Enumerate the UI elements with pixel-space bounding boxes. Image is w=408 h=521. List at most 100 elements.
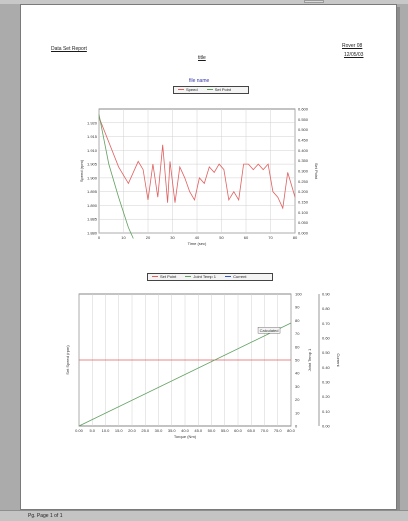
chart1-x-axis-label: Time (sec): [188, 241, 207, 246]
chart1-y-axis-label: Speed (rpm): [79, 159, 84, 182]
chart2-plot: 0.00 5.0 10.0 15.0 20.0 25.0 30.0 35.0 40.0 45.0 5…: [65, 292, 341, 440]
chart1-y-tick-label: 1.885: [87, 217, 98, 222]
chart1-plot: 0 10 20 30 40 50 60 70 80 1.880 1.885 1.890 1.895 1.9…: [79, 107, 319, 247]
report-right-value: 12/05/03: [344, 52, 364, 58]
chart1-y-tick-label: 1.920: [87, 120, 98, 125]
chart2-y3-tick-label: 0.70: [322, 321, 331, 326]
chart1-y-tick-label: 1.890: [87, 203, 98, 208]
chart1-title: file name: [189, 78, 210, 84]
chart2-x-tick-label: 45.0: [194, 428, 203, 433]
report-subtitle: title: [198, 55, 206, 61]
chart2-x-tick-label: 60.0: [234, 428, 243, 433]
chart2-y2-tick-label: 70: [295, 331, 300, 336]
chart2-y3-axis-label: Current: [336, 353, 341, 367]
chart2-y3-tick-label: 0.50: [322, 350, 331, 355]
chart2-x-tick-label: 55.0: [221, 428, 230, 433]
status-bar: Pg. Page 1 of 1: [0, 510, 408, 521]
chart1-y2-tick-label: 0.450: [298, 138, 309, 143]
chart2-x-tick-label: 15.0: [115, 428, 124, 433]
chart2-x-tick-label: 80.0: [287, 428, 296, 433]
chart2-x-tick-label: 30.0: [155, 428, 164, 433]
chart1-x-tick-label: 60: [244, 235, 249, 240]
report-title: Data Set Report: [51, 46, 87, 52]
chart2-x-tick-label: 20.0: [128, 428, 137, 433]
legend-item-set-point: Set Point: [148, 274, 180, 280]
legend-item-current: Current: [221, 274, 250, 280]
chart2-y3-tick-label: 0.80: [322, 306, 331, 311]
chart1-series-line-speed: [98, 117, 296, 210]
chart2-series-line-joint-temp: [78, 322, 292, 427]
chart2-y2-tick-label: 60: [295, 344, 300, 349]
chart2-legend: Set Point Joint Temp 1 Current: [147, 273, 273, 281]
legend-item-speed: Speed: [174, 87, 202, 93]
chart1-x-tick-label: 40: [195, 235, 200, 240]
chart1-x-tick-label: 50: [219, 235, 224, 240]
chart1-x-tick-label: 70: [268, 235, 273, 240]
chart1-y2-tick-label: 0.200: [298, 189, 309, 194]
chart2-y3-tick-label: 0.60: [322, 336, 331, 341]
chart2-x-tick-label: 0.00: [75, 428, 84, 433]
legend-item-joint-temp: Joint Temp 1: [181, 274, 220, 280]
chart1-y-tick-label: 1.880: [87, 231, 98, 236]
chart1-x-tick-label: 20: [146, 235, 151, 240]
chart1-y2-tick-label: 0.000: [298, 231, 309, 236]
chart1-y2-tick-label: 0.400: [298, 148, 309, 153]
chart1-y2-tick-label: 0.350: [298, 158, 309, 163]
chart1-y2-tick-label: 0.500: [298, 127, 309, 132]
toolbar-handle[interactable]: [304, 0, 324, 3]
report-page: Data Set Report title Rover 08 12/05/03 …: [20, 4, 397, 510]
chart2-y2-tick-label: 20: [295, 397, 300, 402]
chart2-y3-tick-label: 0.20: [322, 394, 331, 399]
chart1-y-tick-label: 1.910: [87, 148, 98, 153]
chart2-y2-tick-label: 80: [295, 318, 300, 323]
chart1-y2-tick-label: 0.050: [298, 220, 309, 225]
chart1-legend: Speed Set Point: [173, 86, 249, 94]
chart2-x-tick-label: 70.0: [261, 428, 270, 433]
chart2-y3-tick-label: 0.90: [322, 292, 331, 297]
chart1-y2-tick-label: 0.300: [298, 169, 309, 174]
chart2-x-axis-label: Torque (Nm): [174, 434, 197, 439]
chart1-series-line-set-point: [98, 114, 134, 239]
chart2-x-tick-label: 5.0: [89, 428, 95, 433]
chart2-x-tick-label: 75.0: [274, 428, 283, 433]
chart1-y2-tick-label: 0.250: [298, 179, 309, 184]
chart2-y2-tick-label: 100: [295, 292, 302, 297]
chart1-y2-tick-label: 0.550: [298, 117, 309, 122]
chart2-annotation-box: [257, 327, 281, 334]
chart2-y3-tick-label: 0.40: [322, 365, 331, 370]
chart1-y-tick-label: 1.895: [87, 189, 98, 194]
chart1-y2-tick-label: 0.600: [298, 107, 309, 112]
chart1-x-tick-label: 10: [121, 235, 126, 240]
chart1-y-tick-label: 1.905: [87, 162, 98, 167]
chart2-y3-tick-label: 0.30: [322, 380, 331, 385]
chart2-y3-tick-label: 0.00: [322, 424, 331, 429]
chart1-y-tick-label: 1.900: [87, 175, 98, 180]
chart2-x-tick-label: 65.0: [247, 428, 256, 433]
top-toolbar-strip: [0, 0, 408, 4]
chart2-x-tick-label: 25.0: [141, 428, 150, 433]
chart2-y2-tick-label: 10: [295, 410, 300, 415]
chart2-y2-tick-label: 50: [295, 358, 300, 363]
chart2-x-tick-label: 50.0: [208, 428, 217, 433]
chart1-x-tick-label: 0: [98, 235, 101, 240]
chart2-x-tick-label: 35.0: [168, 428, 177, 433]
chart1-x-tick-label: 80: [293, 235, 298, 240]
chart1-y2-axis-label: Set Point: [314, 163, 319, 180]
legend-item-setpoint: Set Point: [203, 87, 235, 93]
chart2-y2-axis-label: Joint Temp 1: [307, 348, 312, 371]
chart1-y2-tick-label: 0.100: [298, 210, 309, 215]
chart2-y2-tick-label: 40: [295, 371, 300, 376]
chart2-y2-tick-label: 30: [295, 384, 300, 389]
status-text: Pg. Page 1 of 1: [28, 513, 63, 519]
chart2-x-tick-label: 10.0: [102, 428, 111, 433]
chart2-y-axis-label: Set Speed (rpm): [65, 345, 70, 375]
chart1-y2-tick-label: 0.150: [298, 200, 309, 205]
chart2-y2-tick-label: 0: [295, 424, 298, 429]
chart1-y-tick-label: 1.915: [87, 134, 98, 139]
report-right-label: Rover 08: [342, 43, 363, 49]
chart2-y3-tick-label: 0.10: [322, 409, 331, 414]
chart1-x-tick-label: 30: [170, 235, 175, 240]
chart2-y2-tick-label: 90: [295, 305, 300, 310]
chart2-annotation-label: Calculated: [260, 328, 279, 333]
chart2-x-tick-label: 40.0: [181, 428, 190, 433]
